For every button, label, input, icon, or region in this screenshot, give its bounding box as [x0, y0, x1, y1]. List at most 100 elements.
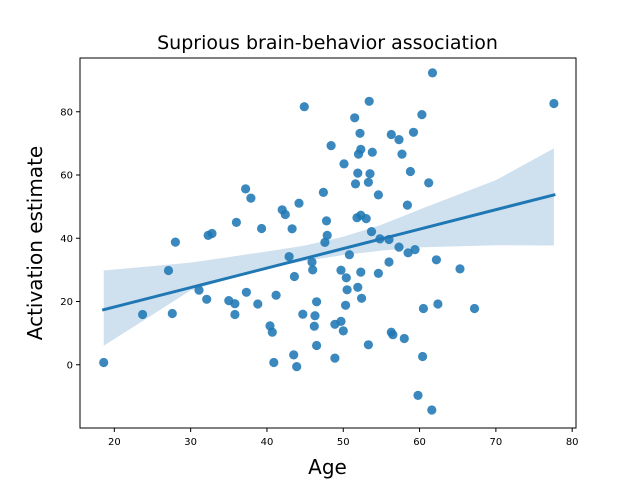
plot-area: [99, 68, 559, 415]
data-point: [312, 340, 322, 351]
data-point: [284, 252, 294, 262]
data-point: [138, 309, 148, 320]
y-tick-label: 80: [60, 107, 73, 118]
data-point: [366, 227, 377, 237]
data-point: [408, 127, 419, 137]
data-point: [241, 184, 251, 194]
data-point: [431, 255, 441, 265]
data-point: [309, 321, 319, 331]
plot-frame: [79, 57, 577, 429]
data-point: [386, 129, 396, 140]
data-point: [433, 299, 443, 309]
data-point: [292, 362, 302, 372]
data-point: [342, 285, 352, 295]
data-point: [399, 333, 409, 344]
data-point: [413, 390, 423, 400]
data-point: [356, 144, 366, 154]
data-point: [353, 168, 363, 178]
data-point: [365, 169, 375, 179]
data-point: [312, 297, 322, 307]
data-point: [549, 98, 559, 109]
data-point: [267, 327, 277, 337]
data-point: [403, 248, 413, 258]
data-point: [427, 405, 437, 415]
regression-line: [101, 193, 556, 312]
data-point: [405, 166, 415, 177]
confidence-band: [103, 148, 554, 346]
x-tick-label: 30: [184, 437, 197, 448]
data-point: [394, 242, 404, 252]
data-point: [418, 303, 428, 314]
y-tick-label: 20: [60, 297, 73, 308]
y-axis-ticks: 0 20 40 60 80: [60, 107, 80, 371]
data-point: [318, 187, 328, 197]
data-point: [397, 149, 407, 159]
data-point: [330, 353, 340, 363]
data-point: [322, 230, 332, 240]
data-point: [289, 271, 299, 282]
y-tick-label: 40: [60, 234, 73, 245]
data-point: [257, 223, 267, 234]
data-point: [355, 128, 365, 138]
data-point: [230, 309, 240, 320]
data-point: [363, 340, 373, 350]
data-point: [427, 68, 438, 78]
data-point: [402, 200, 412, 210]
x-tick-label: 80: [566, 437, 579, 448]
data-point: [338, 326, 348, 336]
data-point: [170, 237, 180, 247]
data-point: [418, 351, 428, 362]
data-point: [394, 135, 404, 145]
data-point: [310, 311, 320, 321]
chart-title: Suprious brain-behavior association: [157, 32, 498, 54]
data-point: [321, 216, 332, 226]
data-point: [344, 250, 354, 260]
data-point: [469, 303, 480, 314]
data-point: [424, 178, 434, 188]
data-point: [202, 294, 212, 304]
data-point: [231, 217, 241, 227]
data-point: [363, 177, 373, 187]
x-tick-label: 60: [413, 437, 426, 448]
data-point: [417, 110, 427, 120]
data-point: [455, 264, 465, 274]
data-point: [99, 357, 109, 368]
data-point: [230, 299, 240, 309]
data-point: [246, 193, 256, 203]
data-point: [271, 290, 281, 300]
data-point: [320, 237, 330, 247]
data-point: [163, 265, 174, 276]
data-point: [364, 96, 374, 106]
data-point: [269, 357, 279, 368]
data-point: [167, 308, 177, 319]
data-point: [356, 267, 366, 277]
data-point: [350, 179, 361, 189]
data-point: [294, 198, 304, 208]
data-point: [280, 209, 290, 220]
data-point: [339, 159, 349, 169]
data-point: [336, 316, 346, 326]
x-tick-label: 50: [337, 437, 350, 448]
data-point: [341, 273, 351, 283]
data-point: [289, 350, 299, 360]
y-tick-label: 60: [60, 171, 73, 182]
data-point: [367, 147, 377, 157]
data-point: [287, 224, 297, 234]
data-point: [326, 141, 336, 151]
x-tick-label: 40: [261, 437, 274, 448]
data-point: [384, 257, 394, 267]
data-point: [410, 245, 420, 255]
data-point: [357, 293, 367, 303]
data-point: [307, 257, 317, 267]
data-point: [299, 102, 309, 112]
data-point: [353, 282, 363, 292]
data-point: [308, 265, 318, 275]
data-point: [241, 287, 251, 297]
x-tick-label: 70: [490, 437, 503, 448]
x-axis-label: Age: [308, 455, 347, 479]
data-point: [336, 265, 346, 275]
data-point: [341, 300, 351, 310]
data-point: [373, 190, 383, 200]
x-tick-label: 20: [108, 437, 121, 448]
